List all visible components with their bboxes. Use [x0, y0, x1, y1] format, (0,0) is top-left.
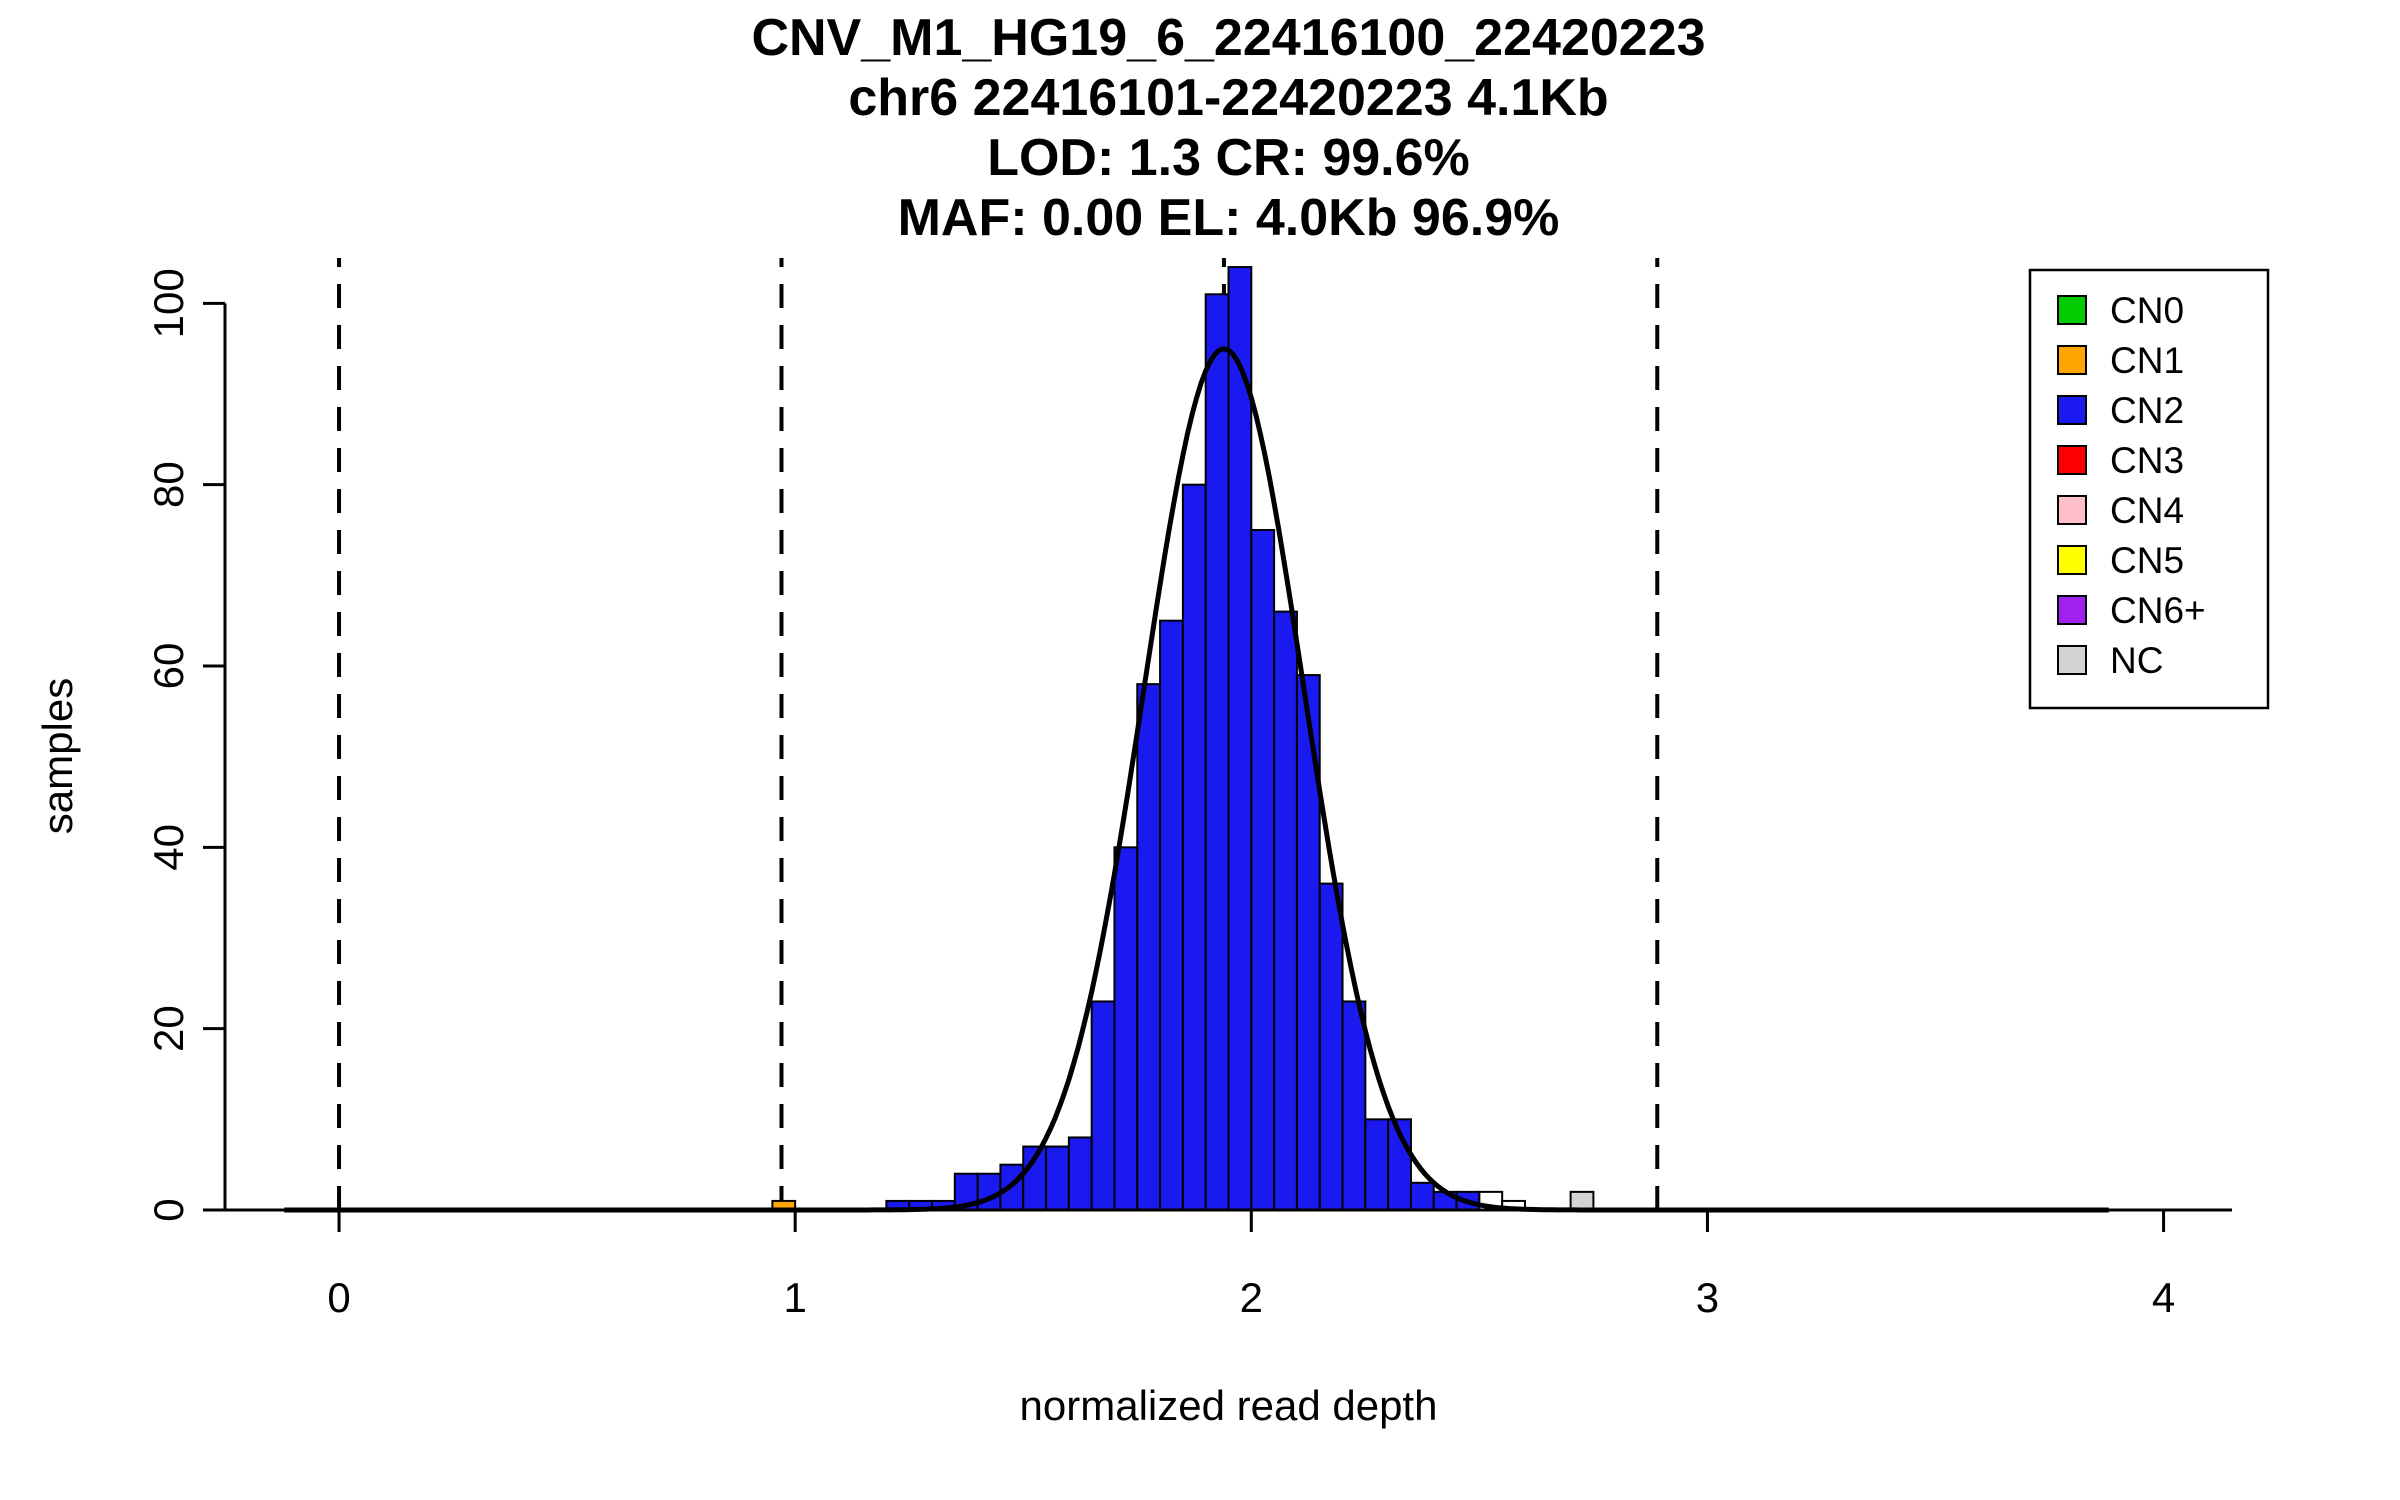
legend-label-CN5: CN5 [2110, 540, 2184, 581]
legend-label-CN6+: CN6+ [2110, 590, 2206, 631]
chart-title-line-3: LOD: 1.3 CR: 99.6% [987, 129, 1470, 187]
x-tick-label: 3 [1696, 1274, 1719, 1321]
x-tick-label: 1 [783, 1274, 806, 1321]
x-tick-label: 4 [2152, 1274, 2175, 1321]
histogram-bar-CN2 [1113, 846, 1139, 1211]
histogram-bar-CN2 [976, 1172, 1002, 1211]
y-tick-label: 100 [145, 268, 192, 338]
chart-title-block: CNV_M1_HG19_6_22416100_22420223 chr6 224… [225, 8, 2232, 248]
legend-label-CN1: CN1 [2110, 340, 2184, 381]
histogram-bar-CN2 [1364, 1118, 1390, 1212]
y-tick-label: 80 [145, 461, 192, 508]
y-tick-label: 60 [145, 643, 192, 690]
histogram-bar-CN2 [1273, 610, 1298, 1211]
y-tick-label: 20 [145, 1005, 192, 1052]
histogram-bar-CN2 [1136, 683, 1162, 1211]
y-tick-label: 40 [145, 824, 192, 871]
histogram-bar-CN2 [1204, 293, 1230, 1211]
legend-box [2028, 268, 2270, 710]
legend-label-CN2: CN2 [2110, 390, 2184, 431]
legend-swatch-CN1-icon [2057, 345, 2087, 375]
histogram-bar-CN2 [1045, 1145, 1070, 1211]
x-tick-label: 2 [1240, 1274, 1263, 1321]
histogram-bar-CN2 [1181, 483, 1207, 1211]
legend-swatch-CN3-icon [2057, 445, 2087, 475]
histogram-bar-NC [1569, 1190, 1595, 1212]
histogram-bar-CN2 [1250, 529, 1276, 1211]
x-tick-label: 0 [327, 1274, 350, 1321]
legend-swatch-NC-icon [2057, 645, 2087, 675]
legend-swatch-CN6+-icon [2057, 595, 2087, 625]
chart-title-line-1: CNV_M1_HG19_6_22416100_22420223 [751, 9, 1706, 67]
legend-swatch-CN5-icon [2057, 545, 2087, 575]
x-axis-label: normalized read depth [1019, 1382, 1438, 1429]
legend-swatch-CN0-icon [2057, 295, 2087, 325]
chart-title-line-4: MAF: 0.00 EL: 4.0Kb 96.9% [897, 189, 1560, 247]
chart-title-line-2: chr6 22416101-22420223 4.1Kb [848, 69, 1609, 127]
histogram-bar-CN2 [1341, 1000, 1367, 1212]
legend-label-CN4: CN4 [2110, 490, 2184, 531]
histogram-bar-CN2 [1090, 1000, 1116, 1212]
histogram-bar-CN2 [1318, 882, 1344, 1211]
legend-swatch-CN2-icon [2057, 395, 2087, 425]
legend-label-CN3: CN3 [2110, 440, 2184, 481]
histogram-bar-CN2 [1227, 266, 1253, 1212]
legend-swatch-CN4-icon [2057, 495, 2087, 525]
histogram-bar-CN2 [1409, 1181, 1435, 1212]
legend-label-CN0: CN0 [2110, 290, 2184, 331]
legend-label-NC: NC [2110, 640, 2163, 681]
y-tick-label: 0 [145, 1198, 192, 1221]
histogram-bar-CN2 [1159, 619, 1184, 1211]
histogram-bar-CN2 [1067, 1136, 1093, 1212]
